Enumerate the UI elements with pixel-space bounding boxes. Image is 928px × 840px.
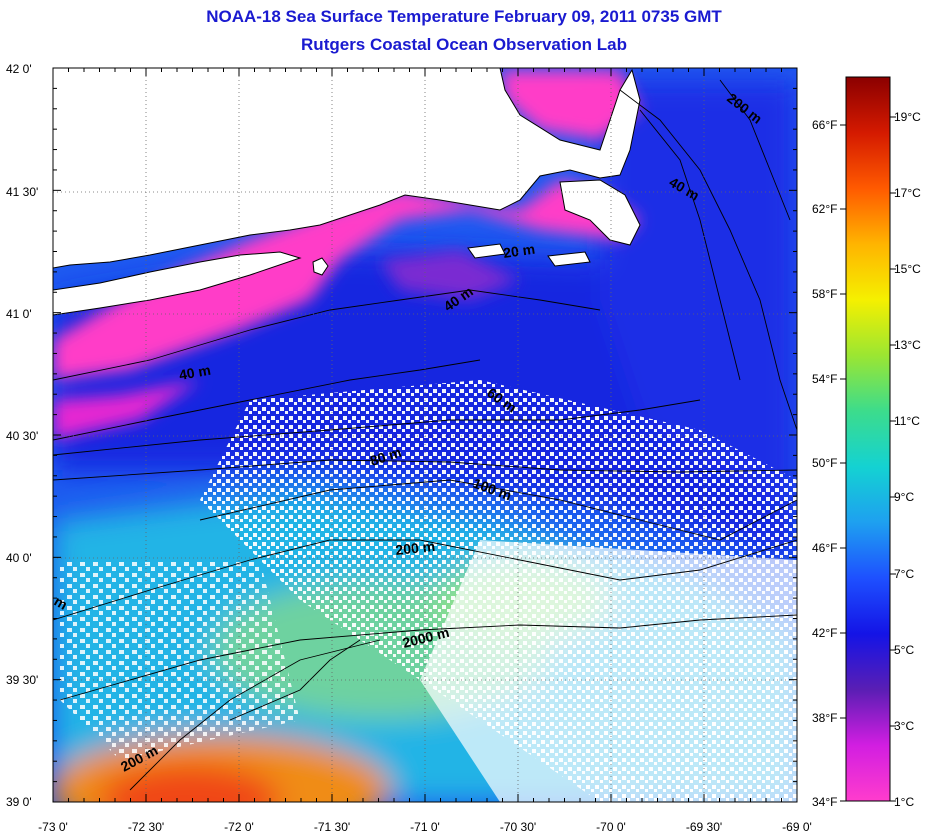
sst-field: 200 m 40 m 20 m 40 m 40 m 60 m 80 m 100 … — [53, 68, 797, 802]
lon-tick-label: -72 30' — [127, 820, 165, 834]
colorbar-f-label: 50°F — [812, 456, 838, 470]
colorbar — [845, 76, 891, 802]
colorbar-c-label: 13°C — [894, 338, 921, 352]
lon-tick-label: -70 0' — [596, 820, 626, 834]
colorbar-c-label: 3°C — [894, 719, 915, 733]
lat-tick-label: 41 0' — [6, 307, 32, 321]
lat-tick-label: 41 30' — [6, 185, 39, 199]
colorbar-f-label: 46°F — [812, 541, 838, 555]
lat-tick-label: 39 0' — [6, 795, 32, 809]
lon-tick-label: -72 0' — [224, 820, 254, 834]
lat-tick-label: 39 30' — [6, 673, 39, 687]
colorbar-c-label: 1°C — [894, 795, 915, 809]
colorbar-c-label: 9°C — [894, 490, 915, 504]
lon-tick-label: -70 30' — [499, 820, 537, 834]
lon-tick-label: -71 30' — [313, 820, 351, 834]
contour-label: 200 m — [395, 538, 436, 558]
colorbar-f-label: 54°F — [812, 372, 838, 386]
lon-tick-label: -73 0' — [38, 820, 68, 834]
bathymetry-contours — [53, 79, 797, 791]
colorbar-f-label: 38°F — [812, 711, 838, 725]
lat-tick-label: 42 0' — [6, 62, 32, 76]
colorbar-c-label: 19°C — [894, 110, 921, 124]
colorbar-f-label: 42°F — [812, 626, 838, 640]
lat-tick-label: 40 30' — [6, 429, 39, 443]
colorbar-c-label: 11°C — [894, 414, 920, 428]
colorbar-c-label: 5°C — [894, 643, 915, 657]
colorbar-c-label: 7°C — [894, 567, 915, 581]
lat-tick-label: 40 0' — [6, 551, 32, 565]
map-subtitle: Rutgers Coastal Ocean Observation Lab — [301, 35, 627, 54]
lon-tick-label: -69 30' — [685, 820, 723, 834]
colorbar-f-label: 58°F — [812, 287, 838, 301]
lon-tick-label: -69 0' — [782, 820, 812, 834]
colorbar-f-label: 62°F — [812, 202, 838, 216]
colorbar-c-label: 15°C — [894, 262, 921, 276]
graticule — [53, 68, 797, 802]
land-masses — [53, 68, 641, 316]
colorbar-f-label: 34°F — [812, 795, 838, 809]
contour-label: 20 m — [502, 241, 536, 261]
map-frame — [52, 67, 798, 803]
lon-tick-label: -71 0' — [410, 820, 440, 834]
contour-label: 40 m — [178, 362, 212, 383]
map-title: NOAA-18 Sea Surface Temperature February… — [206, 7, 722, 26]
colorbar-c-label: 17°C — [894, 186, 921, 200]
colorbar-f-label: 66°F — [812, 118, 838, 132]
